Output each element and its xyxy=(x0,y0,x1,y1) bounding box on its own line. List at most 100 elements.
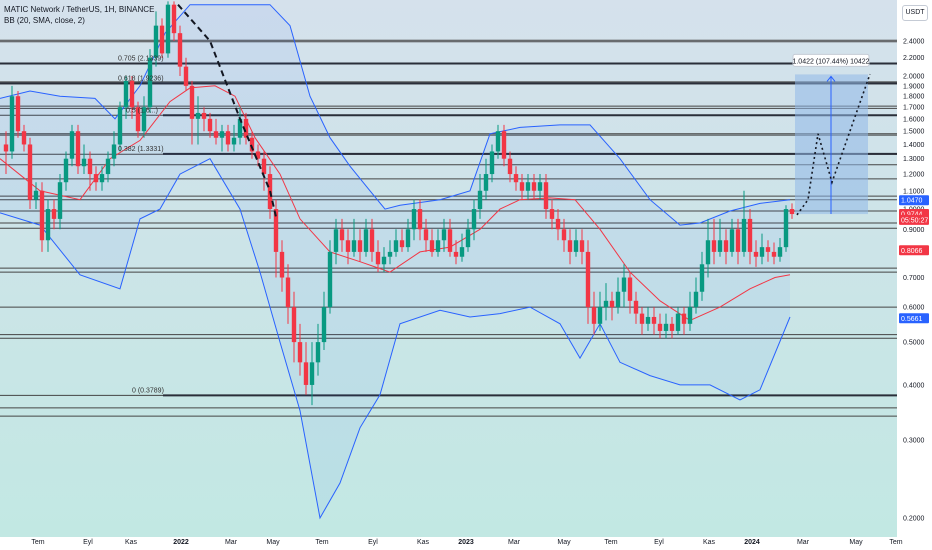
candle-body xyxy=(543,182,549,210)
candle-body xyxy=(357,240,363,252)
candle-body xyxy=(81,158,87,167)
candle-body xyxy=(279,251,285,278)
candle-body xyxy=(657,323,663,331)
y-axis-tick-label: 0.7000 xyxy=(903,275,925,282)
candle-body xyxy=(375,251,381,265)
y-axis-tick-label: 2.0000 xyxy=(903,73,925,80)
y-axis-tick-label: 1.1000 xyxy=(903,188,925,195)
candle-body xyxy=(633,300,639,314)
candle-body xyxy=(483,174,489,191)
price-axis-background xyxy=(897,0,932,550)
candle-body xyxy=(153,25,159,58)
x-axis-tick-label: Eyl xyxy=(368,539,378,546)
y-axis-tick-label: 0.3000 xyxy=(903,438,925,445)
currency-button[interactable]: USDT xyxy=(902,5,928,21)
candle-body xyxy=(507,158,513,175)
candle-body xyxy=(699,264,705,292)
x-axis-tick-label: Mar xyxy=(508,539,521,546)
candle-body xyxy=(777,247,783,257)
x-axis-tick-label: 2024 xyxy=(744,539,760,546)
x-axis-tick-label: 2023 xyxy=(458,539,474,546)
x-axis-tick-label: May xyxy=(557,539,571,546)
candle-body xyxy=(591,307,597,324)
y-axis-tick-label: 1.6000 xyxy=(903,116,925,123)
candle-body xyxy=(759,247,765,257)
bollinger-lower-band xyxy=(0,158,791,520)
candle-body xyxy=(51,209,57,219)
candle-body xyxy=(183,66,189,86)
x-axis-tick-label: Kas xyxy=(125,539,138,546)
candle-body xyxy=(537,182,543,191)
candle-body xyxy=(327,251,333,308)
candle-body xyxy=(405,229,411,248)
candle-body xyxy=(531,182,537,191)
candle-body xyxy=(105,158,111,175)
x-axis-tick-label: Tem xyxy=(315,539,328,546)
candle-body xyxy=(207,118,213,132)
candle-body xyxy=(717,240,723,252)
y-axis-tick-label: 1.2000 xyxy=(903,172,925,179)
candle-body xyxy=(21,131,27,145)
candle-body xyxy=(135,107,141,132)
candle-body xyxy=(753,251,759,257)
y-axis-tick-label: 1.5000 xyxy=(903,129,925,136)
x-axis-tick-label: Eyl xyxy=(654,539,664,546)
y-axis-tick-label: 0.9000 xyxy=(903,227,925,234)
candle-body xyxy=(129,80,135,108)
candle-body xyxy=(147,57,153,108)
candle-body xyxy=(651,316,657,324)
candle-body xyxy=(747,218,753,252)
candle-body xyxy=(621,277,627,292)
candle-body xyxy=(69,131,75,159)
candle-body xyxy=(687,307,693,324)
candle-body xyxy=(291,307,297,343)
price-tag-label: 0.8066 xyxy=(901,248,923,255)
price-tag-label: 1.0470 xyxy=(901,198,923,205)
candle-body xyxy=(189,85,195,119)
y-axis-tick-label: 1.9000 xyxy=(903,83,925,90)
candle-body xyxy=(255,151,261,159)
candle-body xyxy=(165,4,171,54)
dashed-trend-line xyxy=(177,4,277,218)
x-axis-tick-label: Tem xyxy=(604,539,617,546)
candle-body xyxy=(663,323,669,331)
projection-label-box xyxy=(792,53,870,67)
x-axis-tick-label: Kas xyxy=(417,539,430,546)
candle-body xyxy=(513,174,519,183)
candle-body xyxy=(93,174,99,183)
x-axis-tick-label: Tem xyxy=(31,539,44,546)
candle-body xyxy=(525,182,531,191)
candle-body xyxy=(519,182,525,191)
candle-body xyxy=(417,209,423,230)
candle-body xyxy=(3,144,9,152)
candle-body xyxy=(495,131,501,152)
candle-body xyxy=(627,277,633,301)
candle-body xyxy=(285,277,291,308)
candle-body xyxy=(273,209,279,252)
indicator-info: BB (20, SMA, close, 2) xyxy=(4,16,85,25)
bollinger-upper-band xyxy=(0,4,791,226)
y-axis-tick-label: 2.4000 xyxy=(903,39,925,46)
candle-body xyxy=(399,240,405,248)
candle-body xyxy=(735,229,741,252)
y-axis-tick-label: 0.4000 xyxy=(903,382,925,389)
candle-body xyxy=(489,151,495,175)
fib-label: 0.5 (1.6...) xyxy=(126,107,158,114)
candle-body xyxy=(579,240,585,252)
candle-body xyxy=(711,240,717,252)
candle-body xyxy=(453,251,459,257)
candle-body xyxy=(231,137,237,145)
candle-body xyxy=(783,209,789,248)
candle-body xyxy=(363,229,369,252)
projection-arrow-head xyxy=(826,75,836,82)
candle-body xyxy=(39,190,45,241)
candle-body xyxy=(729,229,735,252)
candle-body xyxy=(723,240,729,252)
projected-price-path xyxy=(796,73,871,216)
candle-body xyxy=(315,342,321,363)
candle-body xyxy=(309,362,315,385)
x-axis-tick-label: Mar xyxy=(797,539,810,546)
candle-body xyxy=(111,144,117,159)
